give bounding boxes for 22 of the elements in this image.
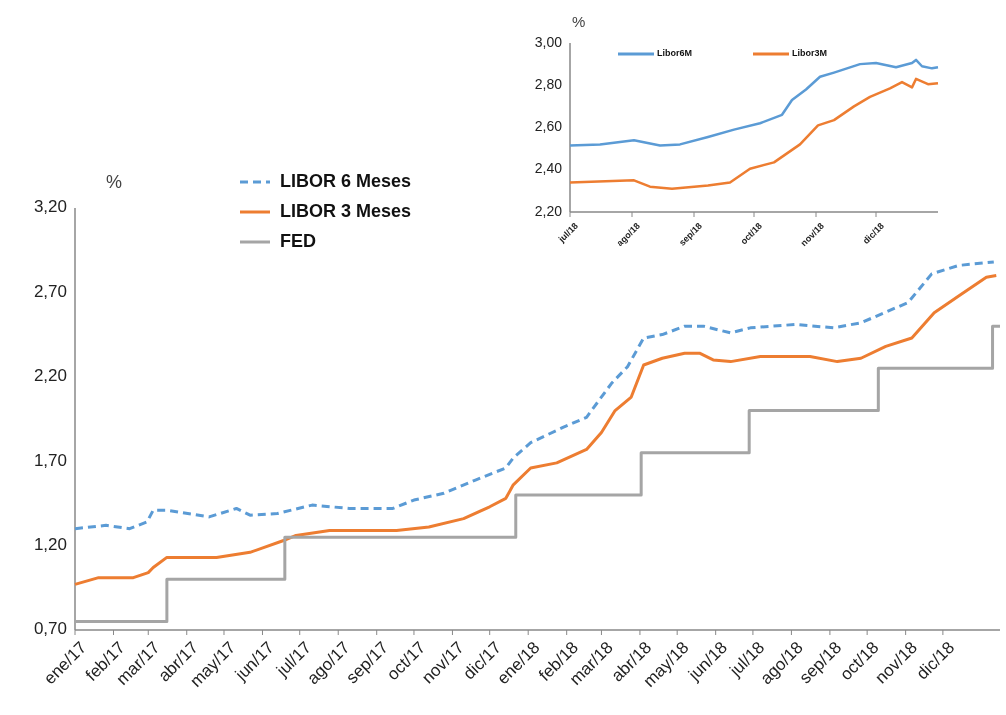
y-tick-label: 2,70 (33, 281, 67, 301)
y-axis-title: % (572, 13, 586, 30)
y-tick-label: 2,40 (534, 160, 563, 177)
line-series (568, 58, 940, 147)
line-series (73, 274, 998, 586)
y-tick-label: 3,20 (33, 197, 67, 217)
y-tick-label: 0,70 (33, 619, 67, 639)
y-tick-label: 1,70 (33, 450, 67, 470)
y-tick-label: 2,80 (534, 75, 563, 92)
legend-label: FED (280, 230, 316, 251)
y-tick-label: 2,20 (534, 202, 563, 219)
legend-label: LIBOR 3 Meses (280, 200, 412, 221)
line-series (73, 260, 996, 531)
legend-label: Libor6M (657, 48, 692, 59)
y-tick-label: 2,60 (534, 118, 563, 135)
y-tick-label: 2,20 (33, 366, 67, 386)
line-series (568, 77, 940, 191)
y-tick-label: 3,00 (534, 33, 563, 50)
y-axis-title: % (106, 172, 123, 192)
legend-label: LIBOR 6 Meses (280, 170, 412, 191)
y-tick-label: 1,20 (33, 535, 67, 555)
legend-label: Libor3M (792, 48, 827, 59)
